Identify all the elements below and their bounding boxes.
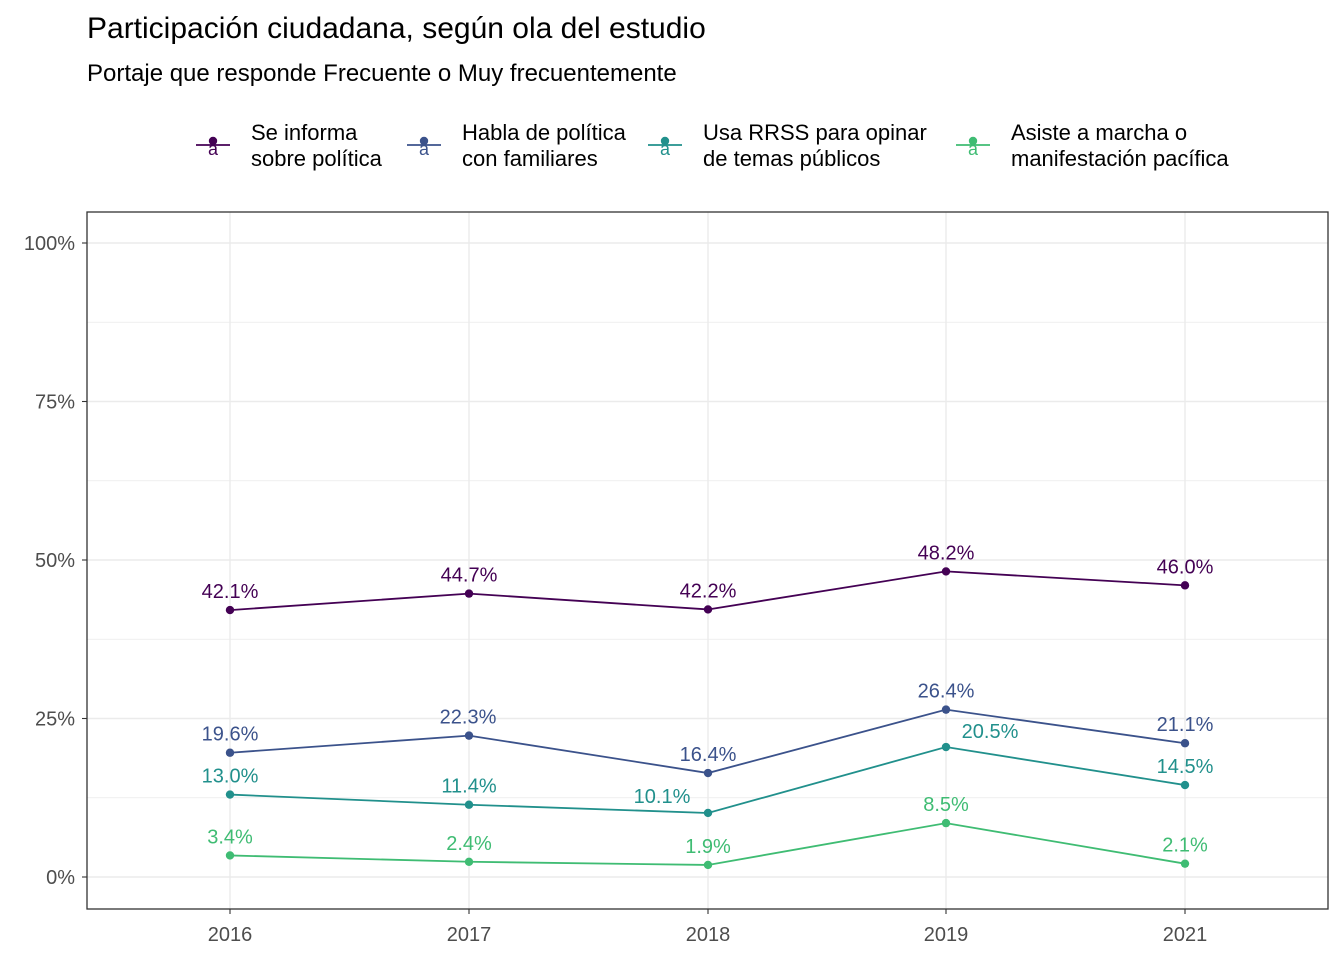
legend-label: sobre política — [251, 146, 383, 171]
data-point — [941, 818, 951, 828]
data-point — [225, 748, 235, 757]
data-point — [464, 589, 474, 598]
data-label: 20.5% — [962, 721, 1019, 743]
x-tick-label: 2017 — [447, 924, 492, 946]
data-label: 48.2% — [918, 542, 975, 564]
legend-label: Usa RRSS para opinar — [703, 120, 927, 145]
data-point — [1180, 581, 1190, 590]
x-tick-label: 2019 — [924, 924, 969, 946]
data-point — [941, 705, 951, 714]
x-tick-label: 2021 — [1163, 924, 1208, 946]
legend-label: con familiares — [462, 146, 598, 171]
chart-subtitle: Portaje que responde Frecuente o Muy fre… — [87, 60, 677, 87]
data-label: 42.2% — [680, 580, 737, 602]
data-point — [941, 742, 951, 752]
data-point — [703, 768, 713, 778]
legend-label: Se informa — [251, 120, 358, 145]
data-label: 11.4% — [441, 776, 496, 798]
legend-key-point — [968, 136, 978, 146]
data-label: 13.0% — [202, 766, 259, 788]
data-point — [464, 731, 474, 740]
data-label: 26.4% — [918, 681, 975, 703]
legend-key-point — [208, 136, 218, 146]
x-tick-label: 2016 — [208, 924, 253, 946]
data-point — [703, 860, 713, 870]
data-label: 44.7% — [441, 565, 498, 587]
chart-title: Participación ciudadana, según ola del e… — [87, 12, 706, 45]
data-label: 2.1% — [1162, 835, 1208, 857]
data-label: 10.1% — [634, 786, 691, 808]
data-point — [703, 808, 713, 818]
data-label: 8.5% — [923, 794, 969, 816]
legend-label: Asiste a marcha o — [1011, 120, 1187, 145]
data-label: 3.4% — [207, 826, 253, 848]
data-label: 1.9% — [685, 836, 731, 858]
legend-key-glyph: a — [419, 139, 430, 159]
grid — [87, 212, 1328, 909]
data-point — [225, 605, 235, 615]
data-label: 2.4% — [446, 833, 492, 855]
x-axis: 2016 2017 2018 2019 2021 — [208, 909, 1208, 946]
legend-label: manifestación pacífica — [1011, 146, 1229, 171]
y-axis: 0% 25% 50% 75% 100% — [24, 233, 87, 889]
y-tick-label: 100% — [24, 233, 75, 255]
legend-key-glyph: a — [660, 139, 671, 159]
y-tick-label: 25% — [35, 709, 75, 731]
data-point — [464, 857, 474, 866]
data-point — [1180, 739, 1190, 748]
legend-key-point — [419, 136, 429, 146]
y-tick-label: 50% — [35, 550, 75, 572]
y-tick-label: 0% — [46, 867, 75, 889]
data-label: 46.0% — [1157, 556, 1214, 578]
legend-label: Habla de política — [462, 120, 627, 145]
legend-label: de temas públicos — [703, 146, 880, 171]
series-layer — [225, 567, 1190, 870]
data-label: 22.3% — [440, 707, 497, 729]
legend-key-glyph: a — [208, 139, 219, 159]
data-label: 42.1% — [202, 581, 259, 603]
x-tick-label: 2018 — [686, 924, 731, 946]
legend-key-point — [660, 136, 670, 146]
y-tick-label: 75% — [35, 392, 75, 414]
data-point — [1180, 780, 1190, 790]
data-point — [941, 567, 951, 576]
data-label: 16.4% — [680, 744, 737, 766]
data-point — [464, 800, 474, 809]
data-point — [225, 851, 235, 860]
data-label: 14.5% — [1157, 756, 1214, 778]
legend-key-glyph: a — [968, 139, 979, 159]
data-label: 21.1% — [1157, 714, 1214, 736]
data-point — [703, 605, 713, 614]
data-label: 19.6% — [202, 724, 259, 746]
data-point — [1180, 859, 1190, 868]
data-point — [225, 790, 235, 799]
data-labels: 42.1% 44.7% 42.2% 48.2% 46.0% 19.6% 22.3% 16.4%… — [202, 542, 1214, 858]
